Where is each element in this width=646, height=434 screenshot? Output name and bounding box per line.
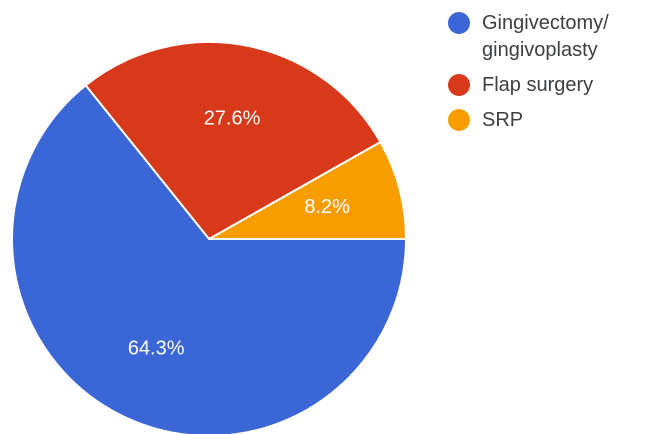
legend-label: Gingivectomy/ gingivoplasty <box>482 12 609 61</box>
legend-label: SRP <box>482 109 524 131</box>
legend-item: SRP <box>448 107 644 134</box>
legend-item: Flap surgery <box>448 72 644 99</box>
pie-slice-srp <box>205 140 408 240</box>
pie-slice-value-label: 27.6% <box>204 107 261 129</box>
pie-slice-flap-surgery <box>84 41 382 241</box>
pie-slice-value-label: 64.3% <box>128 337 185 359</box>
pie-slice-labels: 8.2% 27.6% 64.3% <box>128 107 350 359</box>
pie-slice-gingivectomy-gingivoplasty <box>11 83 408 434</box>
pie-slice-value-label: 8.2% <box>304 196 350 218</box>
legend-swatch <box>448 74 470 96</box>
legend-label: Flap surgery <box>482 74 594 96</box>
pie-slices <box>11 41 408 434</box>
legend-item: Gingivectomy/ gingivoplasty <box>448 10 644 64</box>
legend: Gingivectomy/ gingivoplasty Flap surgery S… <box>448 10 644 142</box>
legend-swatch <box>448 12 470 34</box>
legend-swatch <box>448 109 470 131</box>
